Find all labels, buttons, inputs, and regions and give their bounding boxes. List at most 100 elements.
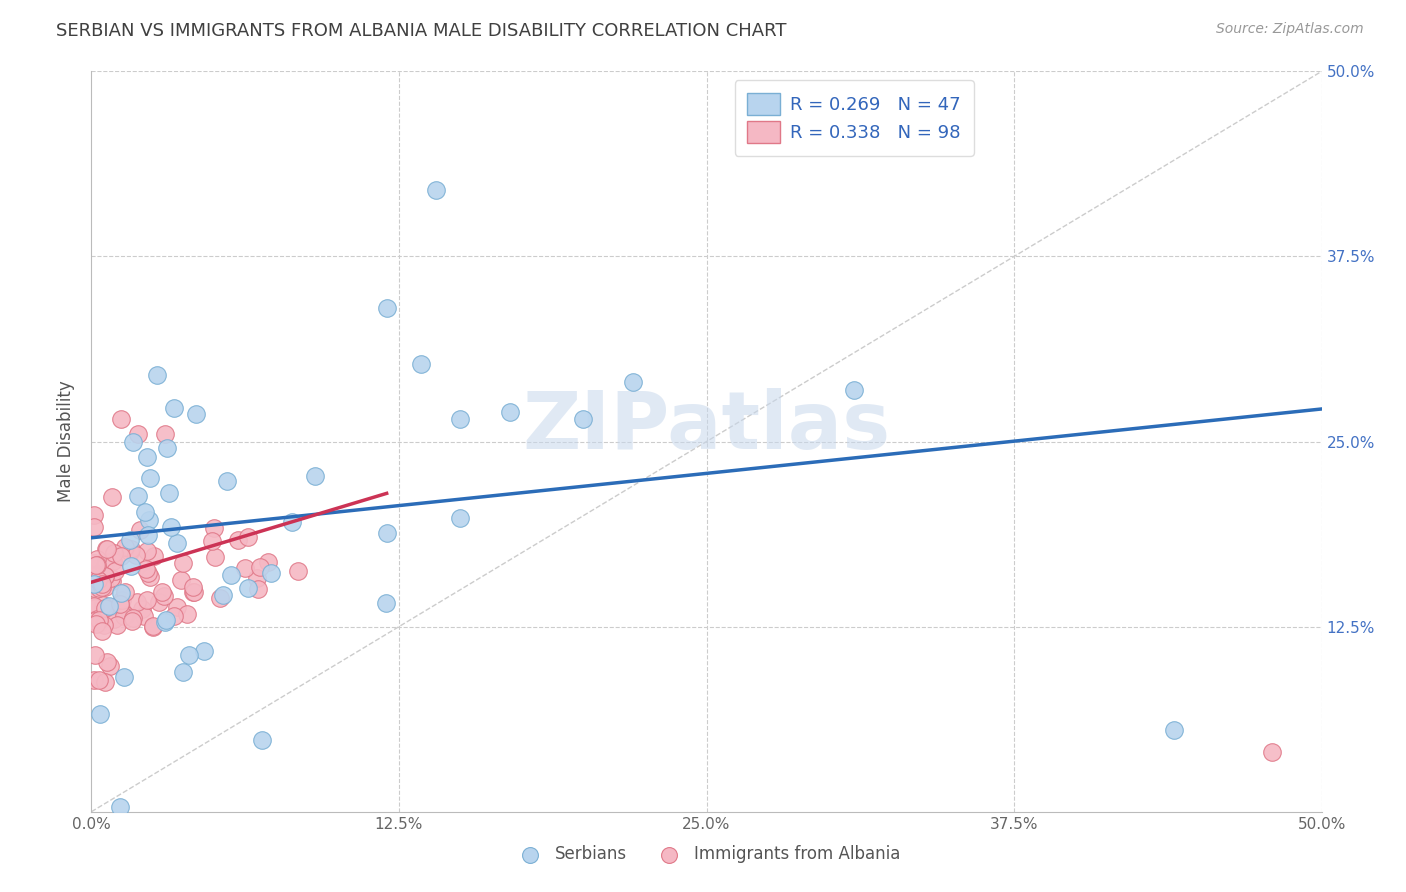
- Point: [93, 618, 115, 632]
- Point: [98, 659, 121, 673]
- Point: [156, 441, 179, 455]
- Point: [96, 542, 118, 557]
- Point: [236, 581, 259, 595]
- Point: [425, 183, 447, 197]
- Point: [115, 607, 138, 622]
- Point: [146, 368, 169, 382]
- Legend: Serbians, Immigrants from Albania: Serbians, Immigrants from Albania: [506, 838, 907, 870]
- Point: [84, 648, 107, 662]
- Point: [202, 521, 225, 535]
- Point: [135, 562, 157, 576]
- Point: [122, 434, 145, 449]
- Point: [160, 520, 183, 534]
- Point: [233, 560, 256, 574]
- Point: [166, 536, 188, 550]
- Point: [193, 644, 215, 658]
- Point: [138, 513, 160, 527]
- Point: [181, 580, 204, 594]
- Point: [129, 523, 152, 537]
- Point: [184, 407, 207, 421]
- Point: [83, 519, 105, 533]
- Point: [375, 525, 398, 540]
- Point: [449, 511, 471, 525]
- Point: [94, 569, 117, 583]
- Point: [226, 533, 249, 547]
- Point: [449, 412, 471, 426]
- Point: [83, 508, 105, 522]
- Point: [166, 600, 188, 615]
- Point: [153, 427, 176, 442]
- Point: [136, 527, 159, 541]
- Point: [83, 673, 105, 688]
- Point: [572, 412, 595, 426]
- Point: [94, 555, 117, 569]
- Point: [84, 601, 107, 615]
- Point: [163, 608, 186, 623]
- Point: [238, 530, 260, 544]
- Point: [138, 566, 160, 581]
- Point: [155, 615, 177, 629]
- Point: [91, 576, 114, 591]
- Point: [247, 582, 270, 596]
- Point: [93, 569, 115, 583]
- Point: [110, 586, 132, 600]
- Point: [375, 301, 398, 316]
- Point: [97, 600, 120, 615]
- Point: [127, 489, 149, 503]
- Point: [121, 614, 143, 628]
- Point: [150, 585, 173, 599]
- Point: [93, 599, 115, 613]
- Point: [86, 551, 108, 566]
- Point: [142, 619, 165, 633]
- Point: [409, 358, 432, 372]
- Point: [134, 505, 156, 519]
- Point: [121, 610, 143, 624]
- Point: [136, 450, 159, 464]
- Point: [125, 548, 148, 562]
- Point: [112, 609, 135, 624]
- Point: [155, 613, 177, 627]
- Point: [172, 665, 194, 679]
- Point: [87, 574, 110, 589]
- Point: [287, 564, 309, 578]
- Point: [142, 619, 165, 633]
- Point: [1163, 723, 1185, 738]
- Point: [87, 673, 110, 687]
- Point: [89, 616, 111, 631]
- Point: [304, 469, 326, 483]
- Point: [114, 540, 136, 554]
- Text: Source: ZipAtlas.com: Source: ZipAtlas.com: [1216, 22, 1364, 37]
- Point: [105, 617, 128, 632]
- Point: [127, 427, 149, 442]
- Point: [90, 580, 112, 594]
- Point: [125, 595, 148, 609]
- Point: [136, 544, 159, 558]
- Point: [131, 602, 153, 616]
- Point: [110, 412, 132, 426]
- Point: [110, 593, 132, 607]
- Point: [170, 573, 193, 587]
- Point: [132, 609, 155, 624]
- Point: [212, 588, 235, 602]
- Point: [176, 607, 198, 622]
- Point: [110, 549, 132, 564]
- Point: [219, 568, 242, 582]
- Point: [103, 546, 125, 560]
- Point: [120, 545, 142, 559]
- Point: [94, 580, 117, 594]
- Point: [91, 624, 114, 638]
- Point: [148, 594, 170, 608]
- Point: [621, 376, 644, 390]
- Point: [163, 401, 186, 415]
- Point: [842, 383, 865, 397]
- Point: [139, 471, 162, 485]
- Point: [83, 568, 105, 582]
- Point: [183, 585, 205, 599]
- Y-axis label: Male Disability: Male Disability: [58, 381, 76, 502]
- Point: [181, 585, 204, 599]
- Point: [179, 648, 201, 663]
- Point: [98, 599, 121, 613]
- Point: [250, 733, 273, 747]
- Point: [120, 559, 142, 574]
- Point: [249, 560, 271, 574]
